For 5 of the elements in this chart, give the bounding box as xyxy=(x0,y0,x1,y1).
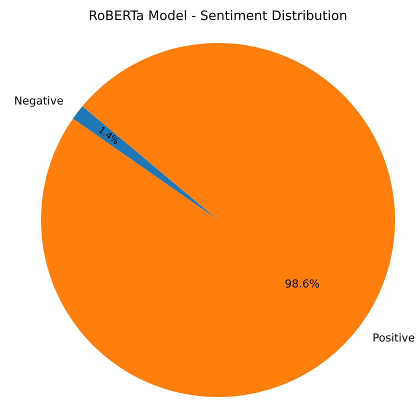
slice-label: Negative xyxy=(14,94,64,108)
slice-label: Positive xyxy=(372,331,416,344)
data-label: 98.6% xyxy=(284,278,320,291)
pie-slice xyxy=(72,106,218,220)
chart-title: RoBERTa Model - Sentiment Distribution xyxy=(88,9,348,24)
